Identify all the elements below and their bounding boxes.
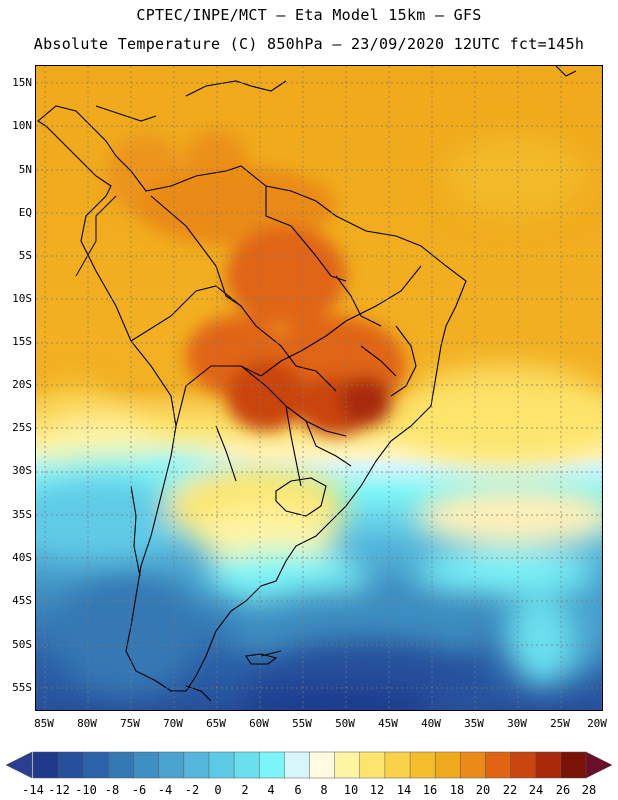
- colorbar-swatch: [233, 751, 260, 779]
- colorbar-swatch: [334, 751, 361, 779]
- colorbar-label: 26: [555, 783, 571, 797]
- colorbar-swatch: [485, 751, 512, 779]
- lon-label: 50W: [335, 717, 355, 730]
- colorbar: [5, 751, 613, 779]
- lon-label: 20W: [587, 717, 607, 730]
- lat-label: 10N: [12, 119, 32, 132]
- lat-label: 55S: [12, 681, 32, 694]
- colorbar-label: 24: [528, 783, 544, 797]
- colorbar-swatch: [434, 751, 462, 779]
- colorbar-label: -8: [104, 783, 120, 797]
- lon-label: 45W: [378, 717, 398, 730]
- lat-label: 25S: [12, 421, 32, 434]
- colorbar-label: -14: [22, 783, 44, 797]
- temperature-map: [36, 66, 602, 710]
- colorbar-label: 20: [475, 783, 491, 797]
- lat-label: 50S: [12, 638, 32, 651]
- lon-label: 60W: [249, 717, 269, 730]
- lon-label: 85W: [34, 717, 54, 730]
- colorbar-label: -2: [184, 783, 200, 797]
- colorbar-label: 22: [502, 783, 518, 797]
- title-line-1: CPTEC/INPE/MCT – Eta Model 15km – GFS: [136, 6, 482, 24]
- lon-label: 55W: [292, 717, 312, 730]
- lon-label: 65W: [206, 717, 226, 730]
- colorbar-swatch: [208, 751, 235, 779]
- colorbar-label: 2: [241, 783, 249, 797]
- lat-label: 45S: [12, 594, 32, 607]
- lat-label: 5S: [18, 249, 32, 262]
- colorbar-min-arrow: [5, 751, 33, 779]
- colorbar-label: 6: [294, 783, 302, 797]
- colorbar-label: 4: [267, 783, 275, 797]
- colorbar-max-arrow: [585, 751, 613, 779]
- temperature-field: [36, 136, 602, 710]
- colorbar-label: 0: [214, 783, 222, 797]
- lat-label: 20S: [12, 378, 32, 391]
- colorbar-swatch: [108, 751, 135, 779]
- colorbar-swatch: [409, 751, 436, 779]
- lat-label: 35S: [12, 508, 32, 521]
- coastlines: [37, 66, 577, 702]
- lat-label: 10S: [12, 292, 32, 305]
- colorbar-label: -4: [157, 783, 173, 797]
- colorbar-swatch: [560, 751, 587, 779]
- colorbar-label: -6: [131, 783, 147, 797]
- colorbar-label: 8: [320, 783, 328, 797]
- colorbar-swatch: [183, 751, 210, 779]
- colorbar-swatch: [384, 751, 411, 779]
- colorbar-swatch: [460, 751, 487, 779]
- colorbar-swatch: [57, 751, 85, 779]
- lon-label: 25W: [550, 717, 570, 730]
- colorbar-swatch: [535, 751, 562, 779]
- colorbar-swatch: [32, 751, 59, 779]
- colorbar-label: 28: [581, 783, 597, 797]
- colorbar-label: 14: [396, 783, 412, 797]
- lat-label: 15N: [12, 76, 32, 89]
- colorbar-swatch: [284, 751, 311, 779]
- colorbar-swatch: [133, 751, 160, 779]
- colorbar-label: 12: [369, 783, 385, 797]
- colorbar-label: 18: [449, 783, 465, 797]
- title-line-2: Absolute Temperature (C) 850hPa – 23/09/…: [33, 35, 585, 53]
- lat-label: 40S: [12, 551, 32, 564]
- colorbar-label: -12: [48, 783, 70, 797]
- colorbar-label: -10: [75, 783, 97, 797]
- lon-label: 75W: [120, 717, 140, 730]
- lat-label: EQ: [18, 206, 32, 219]
- colorbar-swatch: [83, 751, 110, 779]
- lat-label: 5N: [18, 163, 32, 176]
- lon-label: 80W: [77, 717, 97, 730]
- colorbar-label: 16: [422, 783, 438, 797]
- lon-label: 40W: [421, 717, 441, 730]
- lon-label: 70W: [163, 717, 183, 730]
- map-frame: [35, 65, 603, 711]
- colorbar-swatch: [258, 751, 286, 779]
- colorbar-swatch: [359, 751, 386, 779]
- lon-label: 35W: [464, 717, 484, 730]
- lat-label: 15S: [12, 335, 32, 348]
- lat-label: 30S: [12, 464, 32, 477]
- colorbar-swatch: [510, 751, 537, 779]
- colorbar-swatch: [158, 751, 185, 779]
- lon-label: 30W: [507, 717, 527, 730]
- colorbar-label: 10: [343, 783, 359, 797]
- colorbar-swatch: [309, 751, 336, 779]
